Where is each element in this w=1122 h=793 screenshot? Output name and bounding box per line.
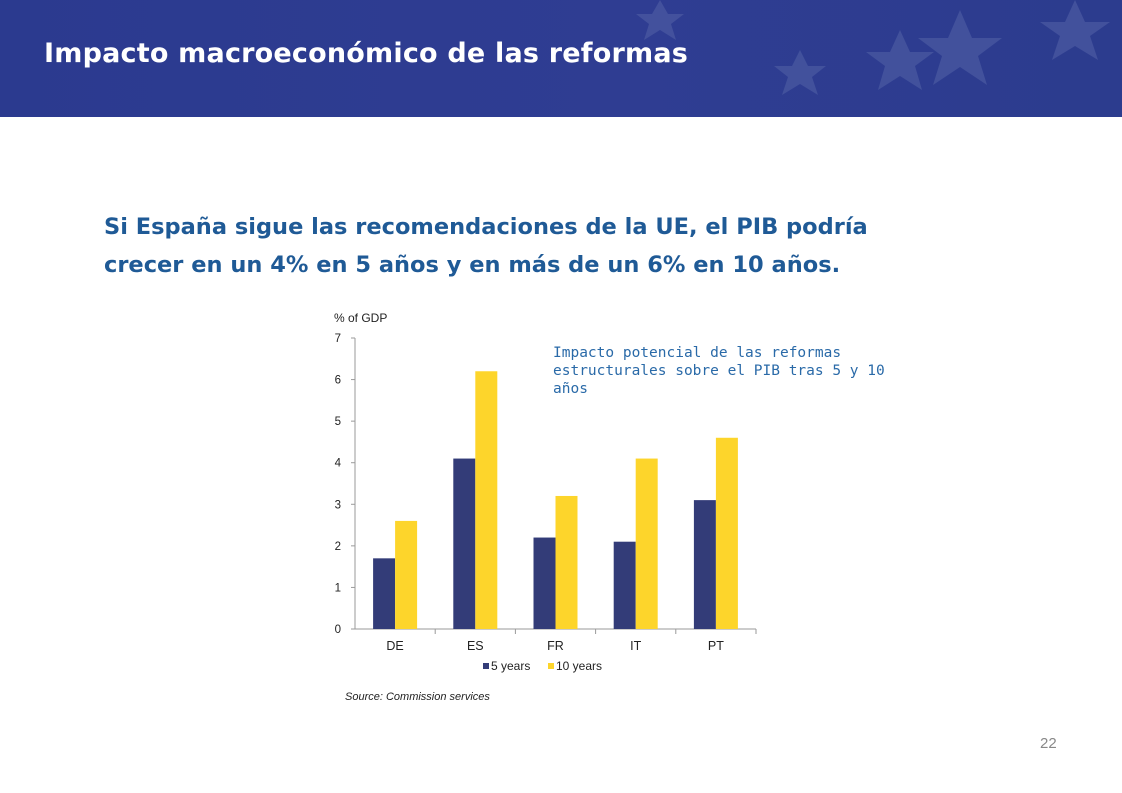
bar-de-5y — [373, 558, 396, 629]
star-decoration — [1040, 0, 1110, 60]
y-tick-label: 7 — [335, 333, 341, 345]
headline: Si España sigue las recomendaciones de l… — [104, 208, 924, 284]
star-decoration — [636, 0, 684, 40]
y-tick-label: 3 — [335, 499, 341, 511]
chart-container: % of GDP 0 1 2 3 4 5 6 7 DE ES FR IT PT 5 years 10 year… — [300, 300, 780, 715]
y-axis-label: % of GDP — [334, 311, 387, 325]
bar-chart: % of GDP 0 1 2 3 4 5 6 7 DE ES FR IT PT 5 years 10 year… — [334, 311, 757, 703]
star-decoration — [918, 10, 1002, 85]
x-tick-label: IT — [630, 639, 641, 653]
bar-pt-5y — [693, 500, 716, 629]
y-tick-label: 5 — [335, 416, 341, 428]
headline-line-1: Si España sigue las recomendaciones de l… — [104, 214, 868, 240]
star-decoration — [866, 30, 934, 90]
y-tick-label: 2 — [335, 541, 341, 553]
headline-line-2: crecer en un 4% en 5 años y en más de un… — [104, 252, 841, 278]
bar-pt-10y — [715, 437, 738, 629]
slide-title: Impacto macroeconómico de las reformas — [44, 38, 689, 69]
bar-it-10y — [635, 458, 658, 629]
bar-es-5y — [453, 458, 476, 629]
source-note: Source: Commission services — [345, 691, 490, 703]
x-tick-label: DE — [386, 639, 403, 653]
y-tick-label: 0 — [335, 624, 341, 636]
legend-label: 5 years — [491, 659, 530, 673]
bar-fr-10y — [555, 495, 578, 629]
chart-annotation: Impacto potencial de las reformas estruc… — [553, 345, 885, 397]
x-tick-label: ES — [467, 639, 484, 653]
bar-fr-5y — [533, 537, 556, 629]
x-tick-label: FR — [547, 639, 564, 653]
legend-swatch-10y — [548, 663, 554, 669]
y-tick-label: 1 — [335, 582, 341, 594]
bar-de-10y — [395, 520, 418, 629]
bar-it-5y — [613, 541, 636, 629]
eu-stars-decoration — [636, 0, 1110, 95]
page-number: 22 — [1040, 735, 1057, 752]
legend-label: 10 years — [556, 659, 602, 673]
star-decoration — [774, 50, 826, 95]
bar-es-10y — [475, 371, 498, 629]
y-tick-label: 4 — [335, 458, 342, 470]
legend-swatch-5y — [483, 663, 489, 669]
title-banner — [0, 0, 1122, 117]
y-tick-label: 6 — [335, 375, 341, 387]
x-tick-label: PT — [708, 639, 724, 653]
